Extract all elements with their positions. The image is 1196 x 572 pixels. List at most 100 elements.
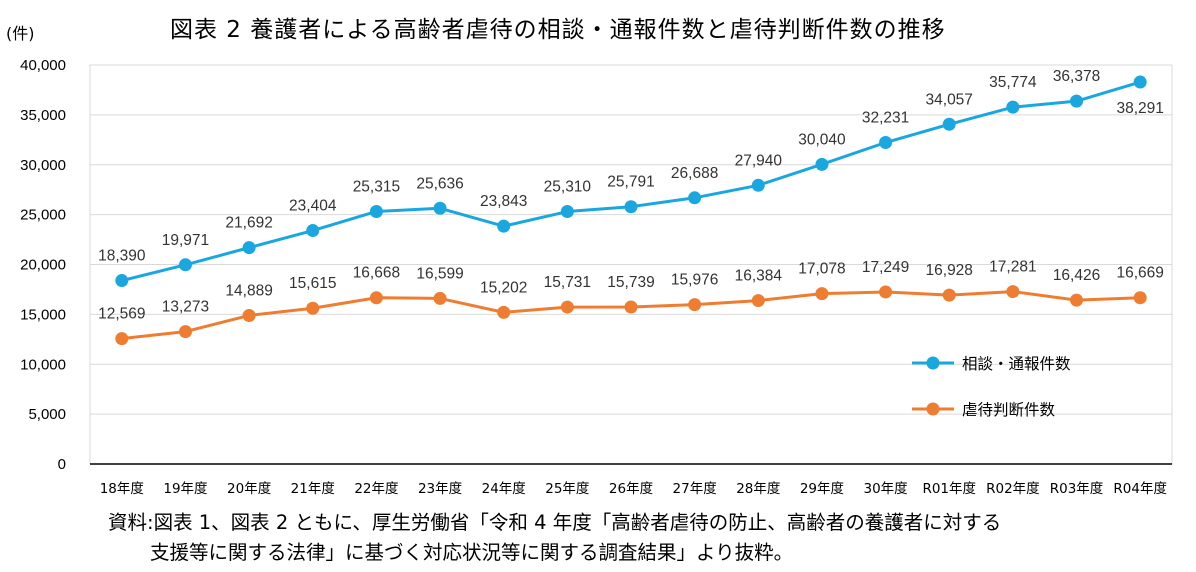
data-point: [942, 288, 956, 302]
legend-label: 虐待判断件数: [962, 401, 1056, 419]
y-tick-label: 30,000: [20, 157, 66, 174]
data-point: [688, 191, 702, 205]
data-point: [688, 298, 702, 312]
x-tick-label: 18年度: [100, 481, 144, 497]
data-label: 34,057: [926, 91, 973, 108]
data-label: 25,310: [544, 179, 592, 196]
data-label: 16,668: [353, 265, 400, 282]
data-label: 23,404: [289, 198, 337, 215]
data-point: [306, 301, 320, 315]
y-axis-unit-label: (件): [6, 24, 35, 43]
data-label: 15,731: [544, 274, 591, 291]
data-point: [1070, 94, 1084, 108]
y-tick-label: 15,000: [20, 306, 66, 323]
data-point: [751, 294, 765, 308]
data-point: [815, 157, 829, 171]
data-label: 25,315: [353, 178, 400, 195]
data-label: 16,928: [926, 262, 973, 279]
data-point: [497, 219, 511, 233]
x-tick-label: 23年度: [418, 481, 462, 497]
x-tick-label: 30年度: [863, 481, 907, 497]
data-label: 15,615: [289, 275, 336, 292]
data-label: 38,291: [1116, 100, 1163, 117]
legend-swatch-marker: [926, 402, 940, 416]
data-point: [815, 287, 829, 301]
data-label: 16,599: [416, 265, 463, 282]
series: [115, 75, 1147, 346]
x-tick-label: 19年度: [163, 481, 207, 497]
x-tick-label: 21年度: [291, 481, 335, 497]
axes: 0 5,000 10,000 15,000 20,000 25,000 30,000 35,0…: [20, 57, 1172, 497]
data-point: [560, 205, 574, 219]
x-tick-label: R04年度: [1113, 481, 1167, 497]
data-point: [306, 224, 320, 238]
x-tick-label: R02年度: [986, 481, 1040, 497]
data-point: [433, 201, 447, 215]
data-label: 15,202: [480, 279, 527, 296]
data-label: 18,390: [98, 248, 146, 265]
data-label: 13,273: [162, 299, 209, 316]
data-point: [115, 274, 129, 288]
y-tick-label: 0: [58, 456, 66, 473]
data-point: [560, 300, 574, 314]
grid-lines: [89, 64, 1173, 464]
data-label: 16,384: [735, 268, 783, 285]
data-point: [242, 308, 256, 322]
data-point: [879, 135, 893, 149]
data-labels: 18,390 19,971 21,692 23,404 25,315 25,636 23,8…: [98, 68, 1164, 322]
data-label: 15,739: [607, 274, 654, 291]
data-point: [1133, 291, 1147, 305]
data-label: 17,249: [862, 259, 909, 276]
data-label: 15,976: [671, 272, 718, 289]
data-label: 19,971: [162, 232, 209, 249]
data-label: 25,636: [416, 175, 463, 192]
chart-title: 図表 2 養護者による高齢者虐待の相談・通報件数と虐待判断件数の推移: [170, 17, 946, 43]
data-point: [1006, 285, 1020, 299]
data-label: 32,231: [862, 109, 909, 126]
data-point: [242, 241, 256, 255]
data-label: 27,940: [735, 152, 783, 169]
x-tick-label: 27年度: [673, 481, 717, 497]
data-point: [115, 332, 129, 346]
data-label: 26,688: [671, 165, 718, 182]
y-tick-label: 25,000: [20, 207, 66, 224]
data-label: 17,078: [798, 261, 845, 278]
x-tick-label: 29年度: [800, 481, 844, 497]
data-point: [497, 305, 511, 319]
data-label: 16,669: [1116, 265, 1163, 282]
x-tick-label: R01年度: [922, 481, 976, 497]
data-point: [751, 178, 765, 192]
data-label: 12,569: [98, 306, 145, 323]
footnote-line-1: 資料:図表 1、図表 2 ともに、厚生労働省「令和 4 年度「高齢者虐待の防止、…: [108, 511, 1002, 534]
data-point: [178, 325, 192, 339]
y-tick-label: 35,000: [20, 107, 66, 124]
data-point: [178, 258, 192, 272]
y-tick-label: 5,000: [28, 406, 66, 423]
data-point: [624, 200, 638, 214]
x-tick-label: R03年度: [1050, 481, 1104, 497]
source-footnote: 資料:図表 1、図表 2 ともに、厚生労働省「令和 4 年度「高齢者虐待の防止、…: [108, 508, 1196, 568]
data-label: 25,791: [607, 174, 654, 191]
x-tick-label: 24年度: [482, 481, 526, 497]
data-label: 35,774: [989, 74, 1037, 91]
series-line-2: [121, 290, 1141, 341]
data-label: 16,426: [1053, 267, 1100, 284]
x-tick-label: 26年度: [609, 481, 653, 497]
data-point: [1006, 100, 1020, 114]
data-point: [433, 291, 447, 305]
data-point: [369, 204, 383, 218]
data-label: 36,378: [1053, 68, 1100, 85]
x-tick-label: 20年度: [227, 481, 271, 497]
data-label: 21,692: [225, 215, 272, 232]
x-tick-label: 28年度: [736, 481, 780, 497]
data-label: 17,281: [989, 259, 1036, 276]
legend-label: 相談・通報件数: [962, 355, 1071, 373]
data-point: [942, 117, 956, 131]
line-chart: 0 5,000 10,000 15,000 20,000 25,000 30,000 35,0…: [20, 57, 1173, 497]
data-label: 23,843: [480, 193, 527, 210]
data-label: 14,889: [225, 282, 272, 299]
data-point: [369, 291, 383, 305]
legend-swatch-marker: [926, 356, 940, 370]
y-tick-label: 40,000: [20, 57, 66, 74]
